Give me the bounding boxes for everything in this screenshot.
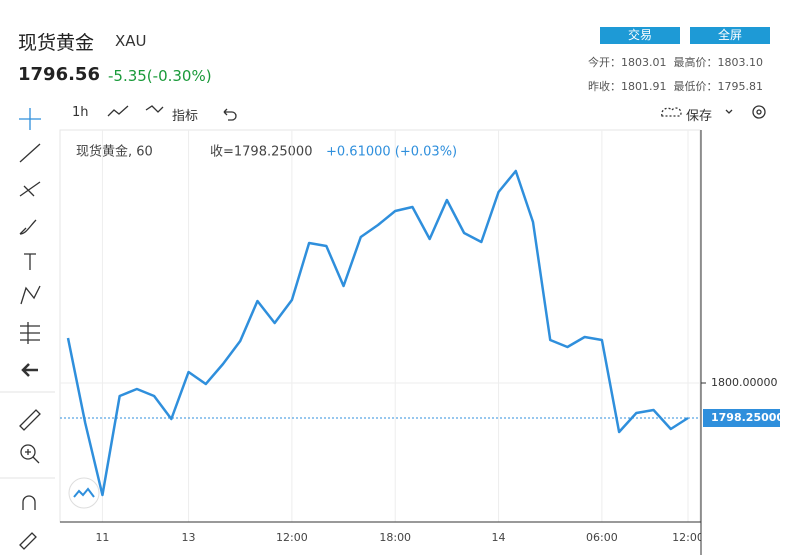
price-line — [66, 169, 689, 497]
trade-button[interactable]: 交易 — [600, 27, 680, 44]
fullscreen-button[interactable]: 全屏 — [690, 27, 770, 44]
legend-name: 现货黄金, 60 — [76, 144, 153, 160]
logo-wave — [73, 487, 95, 498]
stat-value: 1803.01 — [621, 56, 667, 69]
toolbar-icons — [19, 105, 766, 550]
interval[interactable]: 1h — [72, 105, 89, 120]
stat-value: 1795.81 — [717, 80, 764, 93]
x-tick-label: 18:00 — [379, 531, 411, 544]
price: 1796.56 — [18, 64, 100, 85]
price-axis — [701, 130, 790, 555]
stat-value: 1801.91 — [621, 80, 667, 93]
legend-change: +0.61000 (+0.03%) — [326, 145, 457, 160]
x-tick-label: 13 — [182, 531, 196, 544]
last-price-tag — [703, 409, 780, 427]
stat: 今开：1803.01 最高价：1803.10 — [588, 54, 763, 70]
stat-label: 昨收： — [588, 80, 621, 93]
change: -5.35(-0.30%) — [108, 67, 212, 85]
x-tick-label: 12:00 — [276, 531, 308, 544]
x-tick-label: 12:00 — [672, 531, 704, 544]
last-price-label: 1798.25000 — [711, 411, 784, 424]
indicators[interactable]: 指标 — [172, 109, 199, 124]
name: 现货黄金 — [18, 32, 95, 54]
x-tick-label: 11 — [95, 531, 109, 544]
stat-label: 今开： — [588, 56, 621, 69]
legend-close: 收=1798.25000 — [210, 145, 312, 160]
save[interactable]: 保存 — [686, 109, 713, 124]
y-tick-label: 1800.00000 — [711, 376, 777, 389]
plot-frame — [59, 129, 701, 523]
stat-label: 最高价： — [673, 56, 718, 69]
symbol: XAU — [115, 32, 147, 50]
stat-label: 最低价： — [673, 80, 718, 93]
x-tick-label: 14 — [492, 531, 506, 544]
stat-value: 1803.10 — [717, 56, 764, 69]
x-tick-label: 06:00 — [586, 531, 618, 544]
stat: 昨收：1801.91 最低价：1795.81 — [588, 78, 763, 94]
